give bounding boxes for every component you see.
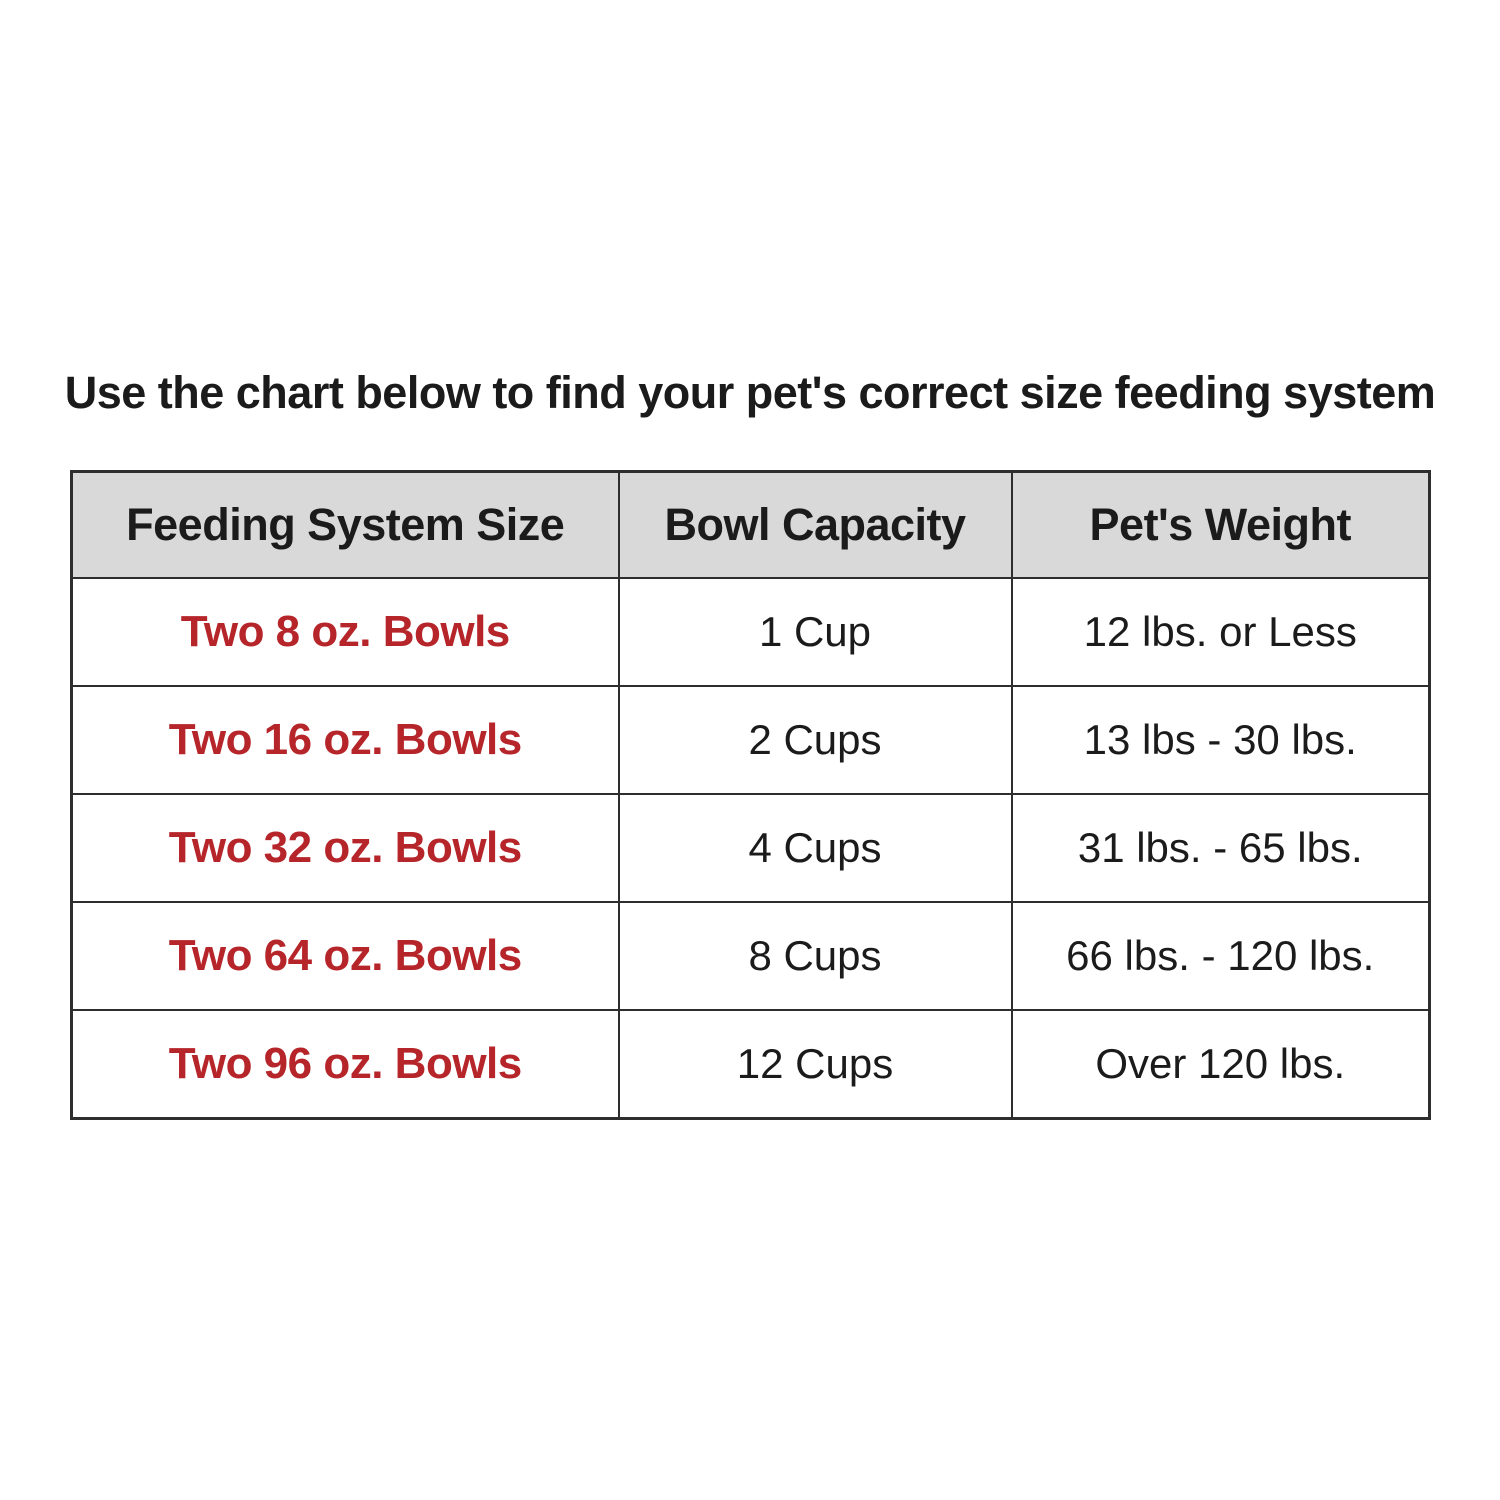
cell-bowl-capacity: 1 Cup (617, 577, 1013, 687)
feeding-size-chart-table: Feeding System Size Bowl Capacity Pet's … (70, 470, 1431, 1120)
table-row: Two 8 oz. Bowls 1 Cup 12 lbs. or Less (70, 577, 1431, 687)
cell-bowl-capacity: 2 Cups (617, 685, 1013, 795)
table-row: Two 32 oz. Bowls 4 Cups 31 lbs. - 65 lbs… (70, 793, 1431, 903)
cell-feeding-system-size: Two 8 oz. Bowls (70, 577, 620, 687)
cell-bowl-capacity: 8 Cups (617, 901, 1013, 1011)
cell-feeding-system-size: Two 64 oz. Bowls (70, 901, 620, 1011)
cell-feeding-system-size: Two 16 oz. Bowls (70, 685, 620, 795)
cell-pets-weight: Over 120 lbs. (1010, 1009, 1431, 1120)
cell-pets-weight: 12 lbs. or Less (1010, 577, 1431, 687)
cell-pets-weight: 13 lbs - 30 lbs. (1010, 685, 1431, 795)
table-row: Two 16 oz. Bowls 2 Cups 13 lbs - 30 lbs. (70, 685, 1431, 795)
cell-bowl-capacity: 4 Cups (617, 793, 1013, 903)
column-header-feeding-system-size: Feeding System Size (70, 470, 620, 579)
cell-feeding-system-size: Two 32 oz. Bowls (70, 793, 620, 903)
column-header-bowl-capacity: Bowl Capacity (617, 470, 1013, 579)
cell-pets-weight: 31 lbs. - 65 lbs. (1010, 793, 1431, 903)
cell-pets-weight: 66 lbs. - 120 lbs. (1010, 901, 1431, 1011)
table-row: Two 96 oz. Bowls 12 Cups Over 120 lbs. (70, 1009, 1431, 1120)
page-title: Use the chart below to find your pet's c… (64, 367, 1436, 418)
table-row: Two 64 oz. Bowls 8 Cups 66 lbs. - 120 lb… (70, 901, 1431, 1011)
column-header-pets-weight: Pet's Weight (1010, 470, 1431, 579)
cell-bowl-capacity: 12 Cups (617, 1009, 1013, 1120)
cell-feeding-system-size: Two 96 oz. Bowls (70, 1009, 620, 1120)
table-header-row: Feeding System Size Bowl Capacity Pet's … (70, 470, 1431, 579)
